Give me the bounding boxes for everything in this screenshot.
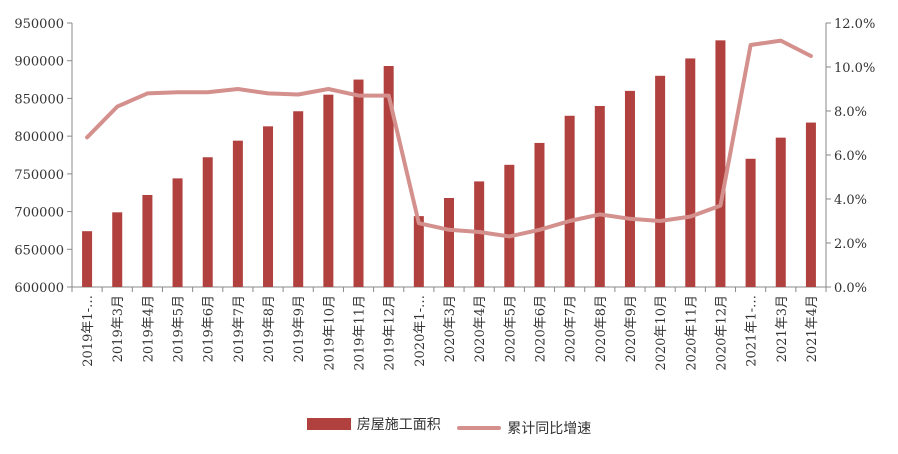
bar [504,164,515,287]
x-tick-label: 2020年1-… [413,295,428,367]
x-tick-label: 2021年1-… [745,295,760,367]
y-left-tick-label: 900000 [14,55,64,70]
y-left-tick-label: 850000 [14,92,64,107]
bar [82,231,93,287]
bar [685,58,696,287]
y-right-tick-label: 0.0% [834,281,867,296]
x-tick-label: 2019年7月 [232,295,247,362]
x-tick-label: 2019年10月 [322,295,337,371]
y-right-tick-label: 6.0% [834,149,867,164]
y-left-tick-label: 800000 [14,130,64,145]
legend-item-bar: 房屋施工面积 [306,414,441,434]
x-tick-label: 2019年3月 [111,295,126,362]
bar [413,216,424,287]
x-tick-label: 2021年3月 [775,295,790,362]
bar [232,140,243,287]
bar [293,111,304,287]
y-left-tick-label: 750000 [14,168,64,183]
y-right-tick-label: 2.0% [834,237,867,252]
legend-item-line: 累计同比增速 [457,418,591,438]
growth-line [85,38,813,239]
x-tick-label: 2019年11月 [353,295,368,371]
bar [263,126,274,287]
x-tick-label: 2019年5月 [172,295,187,362]
y-right-tick-label: 12.0% [834,17,875,32]
bar [775,137,786,287]
bar [655,75,666,287]
x-tick-label: 2020年4月 [473,295,488,362]
x-tick-label: 2019年9月 [292,295,307,362]
bar [564,115,575,287]
bar [624,90,635,287]
y-left-tick-label: 950000 [14,17,64,32]
x-tick-label: 2020年10月 [654,295,669,371]
y-right-tick-label: 10.0% [834,61,875,76]
x-tick-label: 2021年4月 [805,295,820,362]
legend-swatch-line [457,426,502,430]
bar [805,122,816,288]
y-left-tick-label: 650000 [14,243,64,258]
x-tick-label: 2019年4月 [141,295,156,362]
x-tick-label: 2020年11月 [684,295,699,371]
x-tick-label: 2020年8月 [594,295,609,362]
x-tick-label: 2019年1-… [81,295,96,367]
bar [112,212,123,287]
x-tick-label: 2020年7月 [564,295,579,362]
bar [444,197,454,287]
bar [172,178,183,287]
legend-label-line: 累计同比增速 [507,421,592,437]
y-left-tick-label: 600000 [14,281,64,296]
bar [715,40,726,287]
legend-label-bar: 房屋施工面积 [356,417,441,433]
x-tick-label: 2019年8月 [262,295,277,362]
bar [323,94,334,288]
x-tick-label: 2020年5月 [503,295,518,362]
bar [383,65,394,287]
legend-swatch-bar [306,418,351,430]
y-right-tick-label: 4.0% [834,193,867,208]
bar [202,157,213,287]
bar [353,79,364,287]
y-left-tick-label: 700000 [14,206,64,221]
x-tick-label: 2019年6月 [202,295,217,362]
x-tick-label: 2020年9月 [624,295,639,362]
legend: 房屋施工面积 累计同比增速 [0,414,898,438]
bar [142,194,153,287]
x-tick-label: 2020年6月 [533,295,548,362]
bar [745,158,756,287]
x-tick-label: 2020年3月 [443,295,458,362]
bar [534,142,545,287]
x-tick-label: 2019年12月 [383,295,398,371]
x-tick-label: 2020年12月 [714,295,729,371]
y-right-tick-label: 8.0% [834,105,867,120]
bar [474,181,485,287]
chart: 600000 650000 700000 750000 800000 850000 9000… [14,17,875,371]
bar [594,105,605,287]
